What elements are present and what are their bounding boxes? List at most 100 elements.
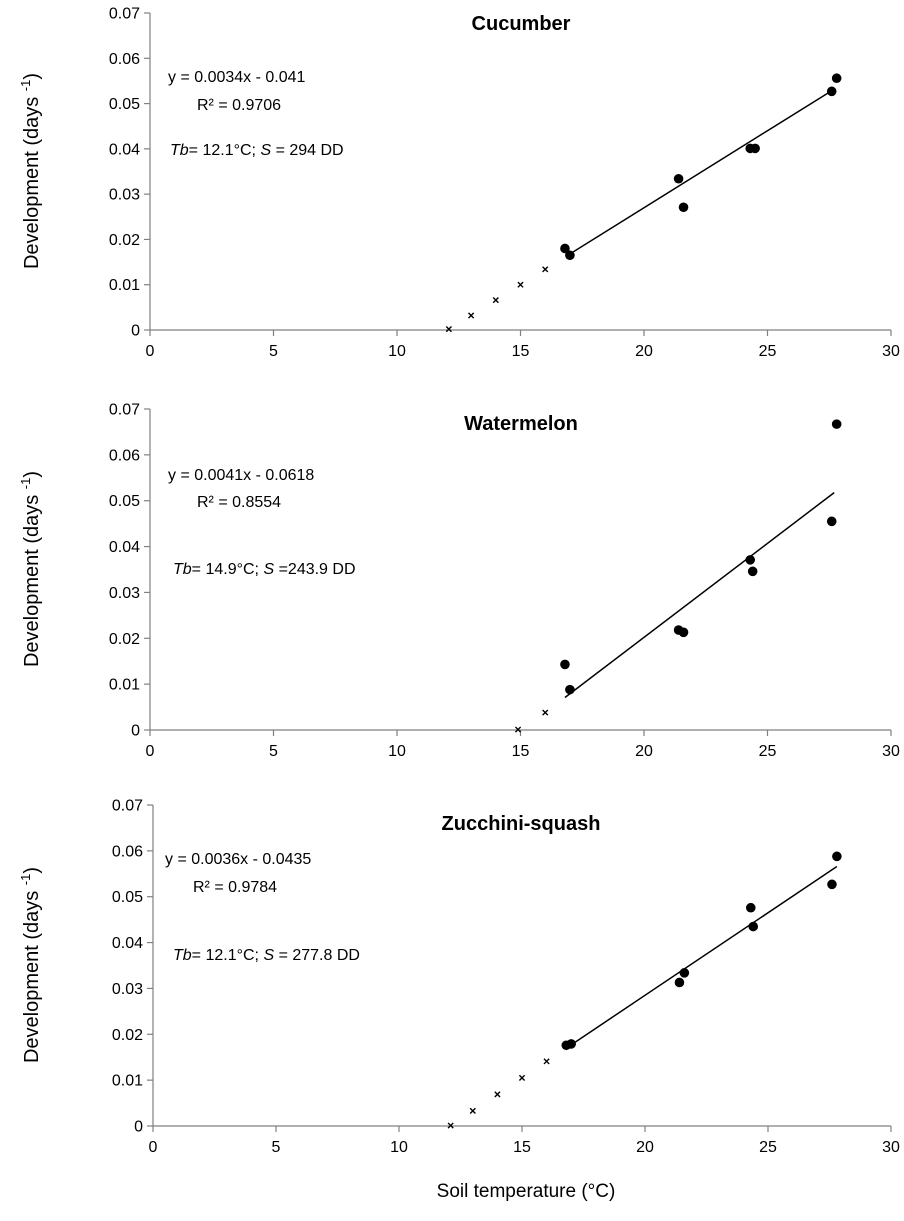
extrapolated-point xyxy=(492,297,499,304)
observed-point xyxy=(560,243,570,254)
y-tick-label: 0.03 xyxy=(112,981,143,998)
extrapolated-point xyxy=(542,709,549,716)
y-tick-label: 0 xyxy=(131,723,140,740)
x-tick-label: 10 xyxy=(388,743,406,760)
extrapolated-point xyxy=(445,325,452,333)
x-tick-label: 10 xyxy=(388,343,406,360)
x-tick-label: 25 xyxy=(759,343,777,360)
x-tick-label: 0 xyxy=(146,343,155,360)
observed-point xyxy=(678,202,689,213)
extrapolated-point xyxy=(514,726,522,733)
y-tick-label: 0.02 xyxy=(109,631,140,648)
tb-s-annotation: Tb= 12.1°C; S = 277.8 DD xyxy=(173,947,360,964)
observed-point xyxy=(826,516,837,527)
observed-point xyxy=(832,851,842,862)
x-tick-label: 0 xyxy=(149,1139,158,1156)
r-squared-label: R² = 0.9706 xyxy=(197,97,281,114)
y-tick-label: 0.07 xyxy=(109,6,140,23)
observed-point xyxy=(679,968,690,978)
x-tick-label: 5 xyxy=(269,343,278,360)
observed-point xyxy=(831,419,842,429)
tb-s-annotation: Tb= 14.9°C; S =243.9 DD xyxy=(173,561,356,578)
y-tick-label: 0.07 xyxy=(109,402,140,419)
observed-point xyxy=(560,659,570,670)
x-tick-label: 25 xyxy=(759,1139,777,1156)
y-tick-label: 0.01 xyxy=(112,1073,143,1090)
regression-equation: y = 0.0034x - 0.041 xyxy=(168,69,306,86)
extrapolated-point xyxy=(517,281,524,288)
y-tick-label: 0.02 xyxy=(109,232,140,249)
extrapolated-point xyxy=(494,1091,501,1098)
x-tick-label: 20 xyxy=(635,343,653,360)
y-tick-label: 0.05 xyxy=(112,889,143,906)
trendline xyxy=(564,492,835,699)
y-tick-label: 0.06 xyxy=(112,843,143,860)
tb-s-annotation: Tb= 12.1°C; S = 294 DD xyxy=(170,142,344,159)
chart-panel-1: 0 0.01 0.02 0.03 0.04 0.05 0.06 0.07 0 5 10 15 20 25 3… xyxy=(18,6,900,361)
observed-point xyxy=(673,173,684,184)
extrapolated-point xyxy=(447,1122,454,1129)
observed-point xyxy=(565,684,575,695)
x-tick-label: 5 xyxy=(272,1139,281,1156)
y-tick-label: 0.03 xyxy=(109,187,140,204)
trendline xyxy=(567,90,833,257)
x-tick-label: 30 xyxy=(882,1139,900,1156)
y-tick-label: 0.04 xyxy=(112,935,143,952)
observed-point xyxy=(748,921,759,932)
extrapolated-point xyxy=(543,1058,550,1065)
y-tick-label: 0.05 xyxy=(109,96,140,113)
observed-point xyxy=(678,627,689,638)
y-axis-label: Development (days -1) xyxy=(18,73,43,269)
x-tick-label: 15 xyxy=(513,1139,531,1156)
y-axis-label: Development (days -1) xyxy=(18,471,43,667)
y-tick-label: 0.04 xyxy=(109,539,140,556)
y-tick-label: 0.03 xyxy=(109,585,140,602)
extrapolated-point xyxy=(542,266,549,273)
x-tick-label: 30 xyxy=(882,343,900,360)
y-tick-label: 0.06 xyxy=(109,51,140,68)
observed-point xyxy=(745,902,756,913)
extrapolated-point xyxy=(518,1074,526,1081)
x-tick-label: 30 xyxy=(882,743,900,760)
x-tick-label: 10 xyxy=(390,1139,408,1156)
r-squared-label: R² = 0.8554 xyxy=(197,494,281,511)
trendline xyxy=(570,865,838,1046)
y-tick-label: 0.02 xyxy=(112,1027,143,1044)
observed-point xyxy=(566,1039,576,1049)
regression-equation: y = 0.0041x - 0.0618 xyxy=(168,467,314,484)
y-tick-label: 0 xyxy=(131,323,140,340)
observed-point xyxy=(750,143,760,154)
observed-point xyxy=(831,73,842,84)
y-tick-label: 0.05 xyxy=(109,493,140,510)
x-tick-label: 20 xyxy=(636,1139,654,1156)
y-tick-label: 0.07 xyxy=(112,798,143,815)
observed-point xyxy=(747,566,758,577)
observed-point xyxy=(565,250,575,261)
x-tick-label: 5 xyxy=(269,743,278,760)
extrapolated-point xyxy=(468,312,475,319)
observed-point xyxy=(745,555,756,565)
chart-title: Watermelon xyxy=(464,413,578,435)
observed-point xyxy=(674,977,685,988)
regression-equation: y = 0.0036x - 0.0435 xyxy=(165,851,311,868)
chart-title: Zucchini-squash xyxy=(442,813,601,835)
x-tick-label: 0 xyxy=(146,743,155,760)
x-tick-label: 15 xyxy=(512,743,530,760)
observed-point xyxy=(826,86,837,97)
y-tick-label: 0.01 xyxy=(109,277,140,294)
chart-panel-3: 0 0.01 0.02 0.03 0.04 0.05 0.06 0.07 0 5 10 15 20 25 3… xyxy=(18,798,900,1157)
y-tick-label: 0.04 xyxy=(109,141,140,158)
chart-title: Cucumber xyxy=(472,13,571,35)
y-tick-label: 0.06 xyxy=(109,447,140,464)
x-tick-label: 25 xyxy=(759,743,777,760)
x-tick-label: 20 xyxy=(635,743,653,760)
y-axis-label: Development (days -1) xyxy=(18,867,43,1063)
chart-panel-2: 0 0.01 0.02 0.03 0.04 0.05 0.06 0.07 0 5 10 15 20 25 3… xyxy=(18,402,900,761)
extrapolated-point xyxy=(469,1107,476,1114)
x-axis-label: Soil temperature (°C) xyxy=(437,1181,616,1202)
y-tick-label: 0 xyxy=(134,1119,143,1136)
y-tick-label: 0.01 xyxy=(109,677,140,694)
r-squared-label: R² = 0.9784 xyxy=(193,879,277,896)
observed-point xyxy=(827,879,837,890)
